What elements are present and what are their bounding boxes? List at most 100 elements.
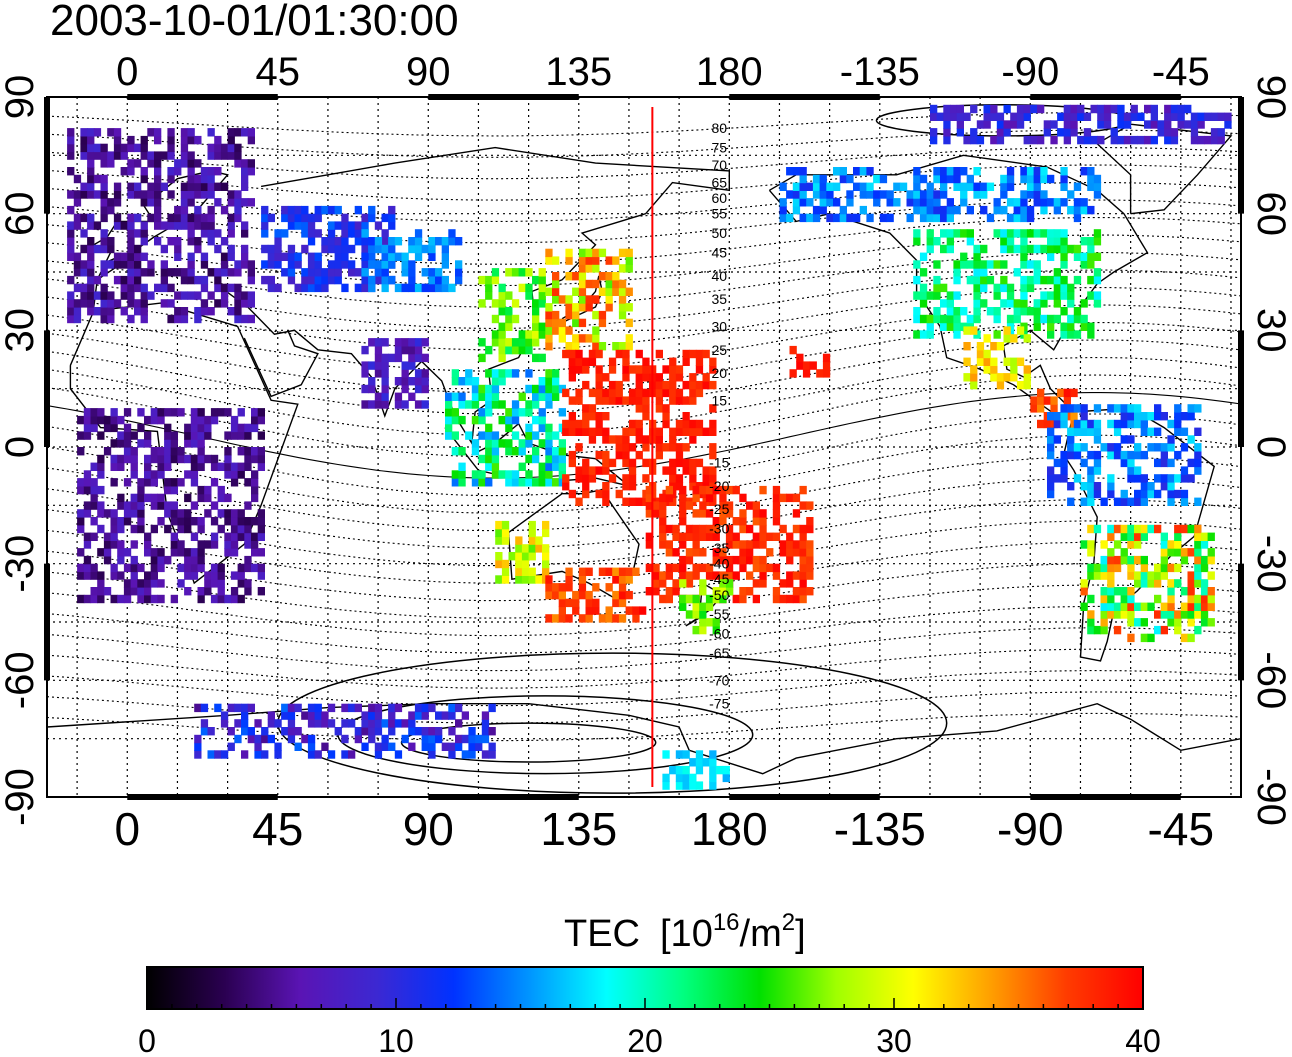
- tec-cell-usa: [993, 260, 1001, 269]
- tec-cell-west-pacific: [602, 388, 610, 398]
- tec-cell-usa: [966, 237, 974, 246]
- tec-cell-canada-alaska: [1020, 213, 1028, 223]
- tec-cell-south-pacific: [652, 579, 660, 588]
- tec-cell-west-pacific: [695, 458, 704, 468]
- tec-cell-china: [498, 353, 506, 363]
- tec-cell-europe: [113, 213, 122, 223]
- tec-cell-west-pacific: [588, 388, 597, 398]
- tec-cell-usa: [933, 283, 941, 293]
- tec-cell-south-america-south: [1140, 524, 1148, 534]
- tec-cell-canada-alaska: [846, 213, 854, 223]
- tec-cell-europe: [220, 182, 229, 191]
- tec-cell-africa-west: [90, 415, 98, 425]
- tec-cell-central-asia: [435, 237, 443, 246]
- tec-cell-africa-west: [217, 485, 225, 495]
- tec-cell-china: [511, 299, 520, 308]
- tec-cell-south-america-north: [1120, 489, 1128, 499]
- tec-cell-west-pacific: [669, 474, 677, 483]
- tec-cell-west-pacific: [615, 349, 623, 359]
- tec-cell-west-pacific: [595, 373, 603, 382]
- tec-cell-mexico: [1003, 334, 1011, 343]
- colorbar-unit-exponent2: 2: [782, 909, 795, 936]
- tec-cell-usa: [940, 314, 948, 324]
- tec-cell-south-america-south: [1194, 563, 1202, 573]
- tec-cell-usa: [1040, 299, 1048, 308]
- tec-cell-south-pacific: [779, 548, 787, 557]
- contour-label: -70: [709, 672, 729, 688]
- tec-cell-south-america-north: [1167, 419, 1175, 429]
- tec-cell-south-pacific: [725, 563, 734, 573]
- tec-cell-europe: [154, 283, 162, 293]
- tec-cell-west-pacific: [655, 349, 663, 359]
- tec-cell-south-america-north: [1167, 489, 1175, 499]
- tec-cell-europe: [87, 291, 95, 300]
- tec-cell-canada-alaska: [1093, 174, 1102, 184]
- tec-cell-arctic: [1190, 128, 1199, 137]
- tec-cell-central-asia: [408, 283, 416, 293]
- tec-cell-usa: [913, 275, 921, 285]
- tec-cell-canada-alaska: [946, 198, 954, 207]
- tec-cell-europe: [120, 307, 128, 316]
- tec-cell-africa-west: [97, 408, 105, 417]
- tec-cell-south-america-north: [1194, 450, 1202, 460]
- tec-cell-south-america-south: [1187, 587, 1195, 596]
- tec-cell-west-russia: [267, 244, 275, 254]
- tec-cell-japan: [552, 256, 560, 265]
- tec-cell-usa: [1060, 275, 1068, 285]
- tec-cell-canada-alaska: [913, 205, 921, 215]
- tec-cell-japan: [618, 310, 627, 320]
- tec-cell-europe: [140, 252, 148, 261]
- tec-cell-canada-alaska: [960, 190, 968, 199]
- tec-cell-west-russia: [314, 213, 322, 223]
- tec-cell-australia-southeast: [558, 614, 566, 623]
- tec-cell-india: [374, 400, 383, 409]
- tec-cell-canada-alaska: [846, 174, 854, 184]
- tec-cell-africa-west: [237, 462, 245, 471]
- tec-cell-australia-west: [501, 575, 510, 584]
- tec-cell-europe: [100, 159, 108, 168]
- tec-cell-south-pacific: [746, 540, 754, 549]
- tec-cell-antarctica-ross: [709, 773, 717, 783]
- tec-cell-antarctica-east: [354, 734, 362, 744]
- tec-cell-southeast-asia: [478, 470, 486, 479]
- tec-cell-south-pacific: [799, 571, 807, 580]
- tec-cell-africa-west: [184, 470, 192, 479]
- tec-cell-europe: [134, 299, 142, 308]
- tec-cell-australia-southeast: [618, 598, 627, 608]
- tec-cell-africa-west: [110, 563, 118, 573]
- tec-cell-west-russia: [381, 213, 389, 223]
- tec-cell-africa-west: [123, 478, 132, 487]
- tec-cell-usa: [1040, 229, 1048, 238]
- tec-cell-africa-west: [157, 470, 165, 479]
- tec-cell-europe: [113, 299, 122, 308]
- tec-cell-india: [401, 400, 409, 409]
- tec-cell-west-pacific: [582, 427, 590, 436]
- tec-cell-southeast-asia: [505, 447, 513, 456]
- tec-cell-usa: [1060, 330, 1068, 339]
- tec-cell-japan: [545, 326, 553, 335]
- tec-cell-west-pacific: [662, 404, 670, 413]
- tec-cell-southeast-asia: [451, 478, 459, 487]
- tec-cell-japan: [625, 334, 633, 343]
- tec-cell-canada-alaska: [833, 213, 841, 223]
- tec-cell-west-russia: [261, 244, 269, 254]
- tec-cell-southeast-asia: [445, 423, 453, 433]
- tec-cell-usa: [1000, 299, 1008, 308]
- tec-cell-west-russia: [327, 260, 336, 269]
- tec-cell-australia-southeast: [598, 614, 607, 623]
- tec-cell-south-america-south: [1127, 540, 1135, 549]
- tec-cell-europe: [241, 159, 249, 168]
- tec-cell-arctic: [1204, 135, 1212, 145]
- tec-cell-europe: [140, 237, 148, 246]
- tec-cell-antarctica-ross: [702, 758, 710, 767]
- tec-cell-west-pacific: [675, 419, 684, 429]
- tec-cell-usa: [1087, 291, 1095, 300]
- tec-cell-antarctica-east: [234, 703, 242, 713]
- tec-cell-africa-west: [123, 509, 132, 518]
- tec-cell-south-america-north: [1167, 474, 1175, 483]
- tec-cell-antarctica-east: [194, 734, 202, 744]
- tec-cell-arctic: [1097, 112, 1105, 121]
- tec-cell-africa-west: [184, 454, 192, 464]
- tec-cell-west-russia: [307, 260, 316, 269]
- tec-cell-africa-west: [137, 517, 145, 526]
